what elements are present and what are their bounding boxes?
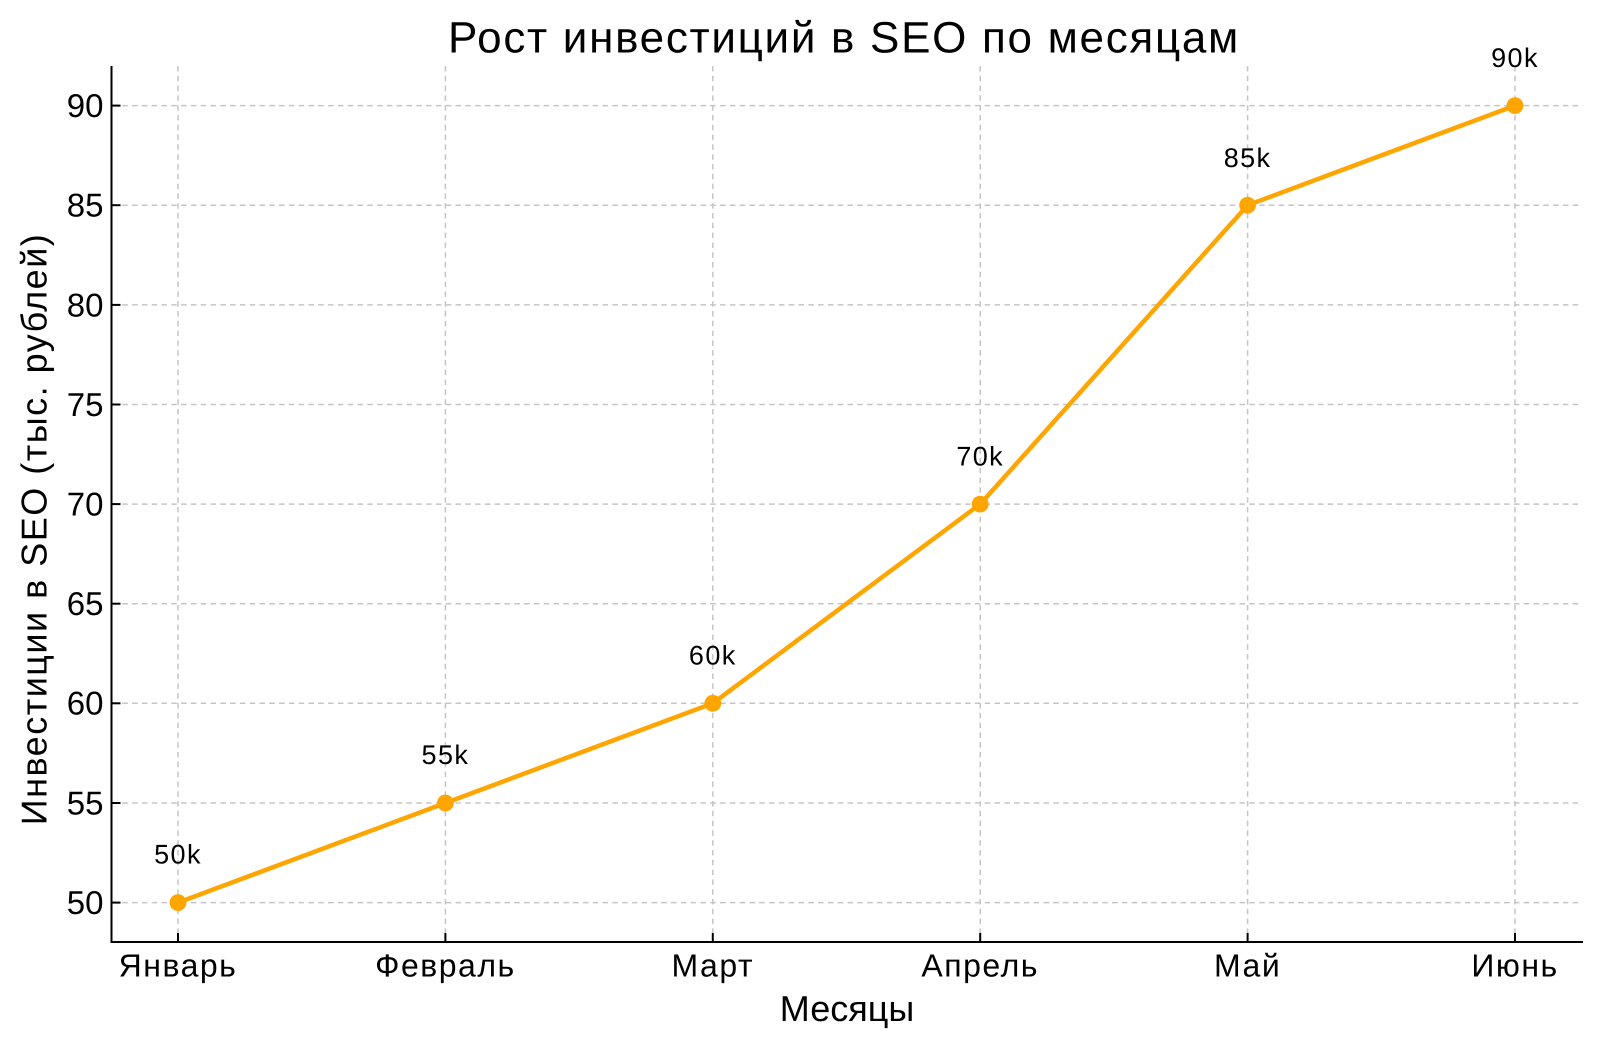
svg-text:50: 50 <box>67 884 104 921</box>
svg-text:Рост инвестиций в SEO по месяц: Рост инвестиций в SEO по месяцам <box>448 14 1240 63</box>
svg-text:60k: 60k <box>689 641 737 671</box>
svg-text:75: 75 <box>67 386 104 423</box>
svg-text:85: 85 <box>67 187 104 224</box>
svg-text:55: 55 <box>67 784 104 821</box>
svg-text:80: 80 <box>67 286 104 323</box>
svg-text:50k: 50k <box>154 840 202 870</box>
svg-text:65: 65 <box>67 585 104 622</box>
svg-text:90: 90 <box>67 87 104 124</box>
svg-text:85k: 85k <box>1224 143 1272 173</box>
svg-text:55k: 55k <box>422 740 470 770</box>
svg-text:Март: Март <box>672 948 755 984</box>
svg-text:Месяцы: Месяцы <box>780 988 914 1029</box>
svg-text:Май: Май <box>1214 948 1281 984</box>
svg-text:Январь: Январь <box>119 948 238 984</box>
svg-text:70: 70 <box>67 486 104 523</box>
svg-text:Апрель: Апрель <box>921 948 1039 984</box>
svg-text:70k: 70k <box>956 441 1004 471</box>
svg-text:90k: 90k <box>1491 43 1539 73</box>
svg-text:Февраль: Февраль <box>375 948 516 984</box>
svg-text:Инвестиции в SEO (тыс. рублей): Инвестиции в SEO (тыс. рублей) <box>14 233 55 826</box>
svg-text:60: 60 <box>67 685 104 722</box>
svg-text:Июнь: Июнь <box>1471 948 1558 984</box>
